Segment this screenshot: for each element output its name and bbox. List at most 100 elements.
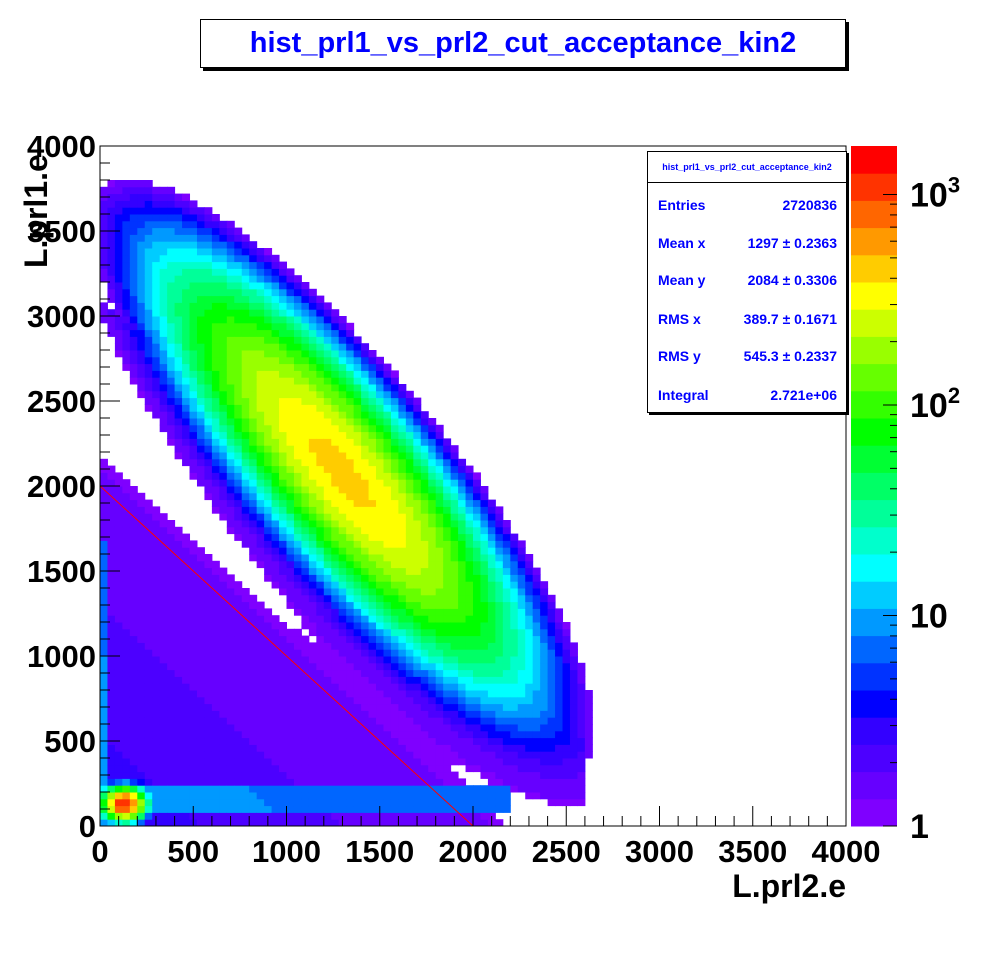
heatmap-bin bbox=[271, 316, 280, 324]
heatmap-bin bbox=[301, 798, 310, 807]
heatmap-bin bbox=[219, 601, 228, 609]
heatmap-bin bbox=[100, 506, 108, 514]
heatmap-bin bbox=[346, 547, 355, 555]
heatmap-bin bbox=[361, 554, 370, 562]
heatmap-bin bbox=[226, 486, 235, 494]
heatmap-bin bbox=[428, 744, 437, 752]
heatmap-bin bbox=[398, 798, 407, 807]
heatmap-bin bbox=[122, 805, 131, 813]
heatmap-bin bbox=[129, 254, 138, 263]
heatmap-bin bbox=[107, 703, 116, 711]
heatmap-bin bbox=[279, 778, 287, 786]
heatmap-bin bbox=[204, 220, 213, 229]
heatmap-bin bbox=[361, 683, 370, 691]
heatmap-bin bbox=[122, 676, 131, 684]
heatmap-bin bbox=[562, 778, 571, 786]
heatmap-bin bbox=[473, 724, 481, 732]
heatmap-bin bbox=[204, 445, 213, 453]
heatmap-bin bbox=[569, 758, 578, 766]
heatmap-bin bbox=[107, 180, 116, 188]
heatmap-bin bbox=[540, 594, 549, 603]
heatmap-bin bbox=[100, 302, 108, 310]
heatmap-bin bbox=[331, 390, 340, 399]
heatmap-bin bbox=[279, 309, 287, 317]
heatmap-bin bbox=[293, 322, 302, 331]
stats-row-entries: Entries 2720836 bbox=[658, 195, 837, 215]
heatmap-bin bbox=[450, 554, 459, 562]
heatmap-bin bbox=[368, 390, 377, 399]
heatmap-bin bbox=[308, 486, 317, 494]
heatmap-bin bbox=[226, 730, 235, 739]
heatmap-bin bbox=[211, 737, 220, 745]
heatmap-bin bbox=[219, 424, 228, 433]
heatmap-bin bbox=[308, 588, 317, 596]
heatmap-bin bbox=[204, 628, 213, 637]
heatmap-bin bbox=[398, 635, 407, 643]
heatmap-bin bbox=[398, 724, 407, 732]
heatmap-bin bbox=[211, 778, 220, 786]
heatmap-bin bbox=[338, 649, 347, 657]
heatmap-bin bbox=[495, 554, 504, 562]
heatmap-bin bbox=[405, 452, 414, 460]
heatmap-bin bbox=[405, 588, 414, 596]
heatmap-bin bbox=[144, 520, 153, 528]
heatmap-bin bbox=[398, 730, 407, 739]
heatmap-bin bbox=[413, 499, 422, 507]
heatmap-bin bbox=[189, 322, 198, 331]
heatmap-bin bbox=[532, 656, 541, 664]
heatmap-bin bbox=[271, 295, 280, 303]
heatmap-bin bbox=[226, 778, 235, 786]
heatmap-bin bbox=[331, 581, 340, 589]
heatmap-bin bbox=[249, 424, 258, 433]
heatmap-bin bbox=[428, 608, 437, 616]
heatmap-bin bbox=[114, 207, 123, 215]
heatmap-bin bbox=[562, 737, 571, 745]
heatmap-bin bbox=[517, 656, 526, 664]
heatmap-bin bbox=[189, 424, 198, 433]
x-tick-label: 1500 bbox=[345, 834, 414, 869]
heatmap-bin bbox=[211, 316, 220, 324]
heatmap-bin bbox=[383, 554, 392, 562]
heatmap-bin bbox=[435, 560, 444, 569]
heatmap-bin bbox=[241, 785, 250, 793]
heatmap-bin bbox=[346, 411, 355, 419]
heatmap-bin bbox=[323, 798, 332, 807]
heatmap-bin bbox=[435, 669, 444, 677]
heatmap-bin bbox=[458, 676, 467, 684]
heatmap-bin bbox=[167, 560, 176, 569]
heatmap-bin bbox=[182, 696, 191, 705]
heatmap-bin bbox=[361, 798, 370, 807]
heatmap-bin bbox=[182, 424, 191, 433]
heatmap-bin bbox=[279, 418, 287, 426]
heatmap-bin bbox=[301, 608, 310, 616]
heatmap-bin bbox=[256, 492, 265, 501]
heatmap-bin bbox=[189, 458, 198, 467]
heatmap-bin bbox=[405, 669, 414, 677]
heatmap-bin bbox=[159, 390, 168, 399]
heatmap-bin bbox=[465, 601, 474, 609]
heatmap-bin bbox=[249, 336, 258, 344]
heatmap-bin bbox=[390, 622, 399, 630]
heatmap-bin bbox=[428, 533, 437, 541]
heatmap-bin bbox=[159, 309, 168, 317]
heatmap-bin bbox=[450, 601, 459, 609]
heatmap-bin bbox=[249, 520, 258, 528]
heatmap-bin bbox=[495, 724, 504, 732]
heatmap-bin bbox=[144, 581, 153, 589]
heatmap-bin bbox=[420, 418, 429, 426]
heatmap-bin bbox=[114, 703, 123, 711]
heatmap-bin bbox=[540, 703, 549, 711]
heatmap-bin bbox=[510, 642, 519, 650]
heatmap-bin bbox=[390, 656, 399, 664]
heatmap-bin bbox=[159, 234, 168, 242]
heatmap-bin bbox=[182, 615, 191, 623]
heatmap-bin bbox=[487, 710, 496, 718]
heatmap-bin bbox=[114, 649, 123, 657]
heatmap-bin bbox=[226, 676, 235, 684]
heatmap-bin bbox=[555, 662, 564, 671]
heatmap-bin bbox=[555, 771, 564, 779]
heatmap-bin bbox=[390, 472, 399, 480]
heatmap-bin bbox=[510, 710, 519, 718]
heatmap-bin bbox=[264, 295, 273, 303]
heatmap-bin bbox=[376, 370, 384, 378]
